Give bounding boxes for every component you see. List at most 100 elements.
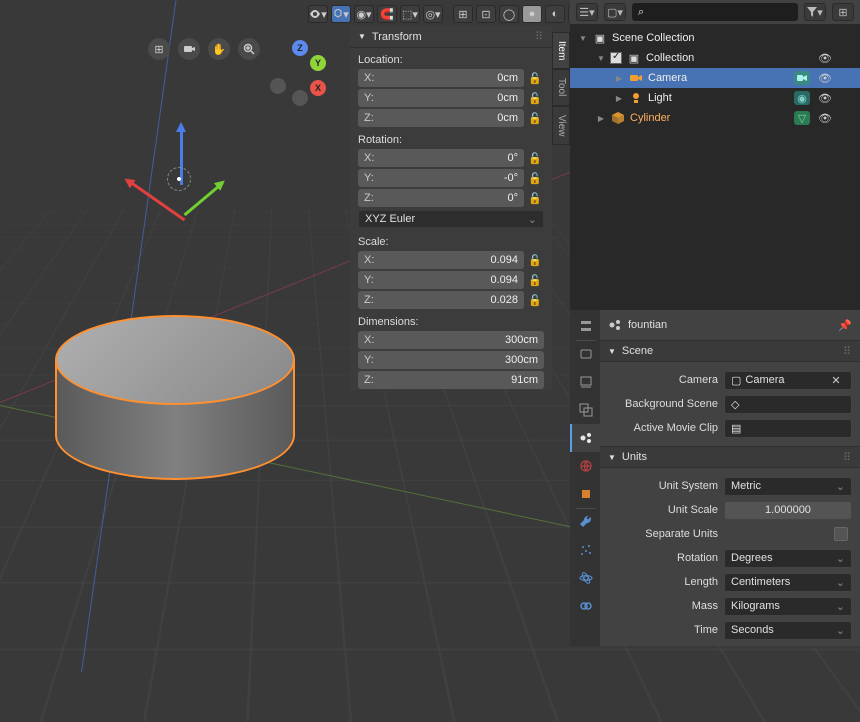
location-y-field[interactable]: Y:0cm [358, 89, 524, 107]
length-unit-dropdown[interactable]: Centimeters⌄ [724, 573, 852, 592]
tree-label[interactable]: Light [648, 92, 672, 104]
rotation-y-field[interactable]: Y:-0° [358, 169, 524, 187]
tab-world[interactable] [570, 452, 600, 480]
disclosure-icon[interactable]: ▶ [596, 114, 606, 123]
tab-constraints[interactable] [570, 592, 600, 620]
dim-y-field[interactable]: Y:300cm [358, 351, 544, 369]
mass-unit-dropdown[interactable]: Kilograms⌄ [724, 597, 852, 616]
dim-z-field[interactable]: Z:91cm [358, 371, 544, 389]
filter-dropdown[interactable]: ▾ [804, 3, 826, 21]
mesh-data-icon[interactable]: ▽ [794, 111, 810, 125]
grid-view-icon[interactable]: ⊞ [148, 38, 170, 60]
tab-tool[interactable]: Tool [552, 69, 570, 105]
collection-enable-checkbox[interactable] [610, 52, 622, 64]
lock-icon[interactable]: 🔓 [526, 109, 544, 127]
lock-icon[interactable]: 🔓 [526, 69, 544, 87]
camera-selector[interactable]: ▢Camera✕ [724, 371, 852, 390]
snap-dropdown[interactable]: ⬚▾ [400, 5, 420, 23]
scene-name[interactable]: fountian [628, 319, 667, 331]
gizmo-origin[interactable] [167, 167, 191, 191]
time-unit-dropdown[interactable]: Seconds⌄ [724, 621, 852, 640]
scale-y-field[interactable]: Y:0.094 [358, 271, 524, 289]
transform-panel-header[interactable]: ▼ Transform ⠿ [350, 26, 552, 48]
tab-object[interactable] [570, 480, 600, 508]
rotation-unit-dropdown[interactable]: Degrees⌄ [724, 549, 852, 568]
camera-data-icon[interactable] [794, 71, 810, 85]
drag-handle-icon[interactable]: ⠿ [843, 345, 852, 358]
orientation-dropdown[interactable]: ▾ [331, 5, 351, 23]
disclosure-icon[interactable]: ▼ [596, 54, 606, 63]
visibility-icon[interactable]: 👁 [818, 52, 832, 65]
clip-selector[interactable]: ▤ [724, 419, 852, 438]
disclosure-icon[interactable]: ▶ [614, 94, 624, 103]
visibility-icon[interactable]: 👁 [818, 72, 832, 85]
tab-viewlayer[interactable] [570, 396, 600, 424]
axis-neg-ball[interactable] [292, 90, 308, 106]
visibility-toggle[interactable]: ▾ [308, 5, 328, 23]
lock-icon[interactable]: 🔓 [526, 89, 544, 107]
outliner-search[interactable]: ⌕ [632, 3, 798, 21]
tree-row-cylinder[interactable]: ▶ Cylinder ▽ 👁 [570, 108, 860, 128]
scene-panel-header[interactable]: ▼ Scene ⠿ [600, 340, 860, 362]
camera-view-icon[interactable] [178, 38, 200, 60]
lock-icon[interactable]: 🔓 [526, 169, 544, 187]
lock-icon[interactable]: 🔓 [526, 189, 544, 207]
tree-row-light[interactable]: ▶ Light ◉ 👁 [570, 88, 860, 108]
axis-z-ball[interactable]: Z [292, 40, 308, 56]
lock-icon[interactable]: 🔓 [526, 271, 544, 289]
visibility-icon[interactable]: 👁 [818, 112, 832, 125]
tree-label[interactable]: Camera [648, 72, 687, 84]
tab-tool-settings[interactable] [570, 312, 600, 340]
rotation-mode-dropdown[interactable]: XYZ Euler⌄ [358, 210, 544, 228]
axis-gizmo[interactable]: Z Y X [270, 40, 330, 100]
pin-icon[interactable]: 📌 [838, 319, 852, 332]
tab-output[interactable] [570, 368, 600, 396]
xray-toggle[interactable]: ⊡ [476, 5, 496, 23]
lock-icon[interactable]: 🔓 [526, 291, 544, 309]
bg-scene-selector[interactable]: ◇ [724, 395, 852, 414]
shading-wire[interactable]: ◯ [499, 5, 519, 23]
axis-neg-ball[interactable] [270, 78, 286, 94]
drag-handle-icon[interactable]: ⠿ [843, 451, 852, 464]
rotation-x-field[interactable]: X:0° [358, 149, 524, 167]
tree-label[interactable]: Collection [646, 52, 694, 64]
tab-physics[interactable] [570, 564, 600, 592]
units-panel-header[interactable]: ▼ Units ⠿ [600, 446, 860, 468]
scale-x-field[interactable]: X:0.094 [358, 251, 524, 269]
tab-render[interactable] [570, 340, 600, 368]
tab-modifiers[interactable] [570, 508, 600, 536]
3d-viewport[interactable]: ▾ ▾ ◉▾ 🧲 ⬚▾ ◎▾ ⊞ ⊡ ◯ ● ◐ ◉ ▾ ⊞ ✋ Z Y X I… [0, 0, 570, 646]
disclosure-icon[interactable]: ▼ [578, 34, 588, 43]
separate-units-checkbox[interactable] [834, 527, 848, 541]
editor-type-dropdown[interactable]: ☰▾ [576, 3, 598, 21]
shading-matprev[interactable]: ◐ [545, 5, 565, 23]
axis-x-ball[interactable]: X [310, 80, 326, 96]
display-mode-dropdown[interactable]: ▢▾ [604, 3, 626, 21]
snap-toggle[interactable]: 🧲 [377, 5, 397, 23]
unit-system-dropdown[interactable]: Metric⌄ [724, 477, 852, 496]
shading-solid[interactable]: ● [522, 5, 542, 23]
tab-view[interactable]: View [552, 106, 570, 146]
new-collection-button[interactable]: ⊞ [832, 3, 854, 21]
rotation-z-field[interactable]: Z:0° [358, 189, 524, 207]
pan-icon[interactable]: ✋ [208, 38, 230, 60]
tree-label[interactable]: Cylinder [630, 112, 670, 124]
drag-handle-icon[interactable]: ⠿ [535, 30, 544, 43]
axis-y-ball[interactable]: Y [310, 55, 326, 71]
pivot-dropdown[interactable]: ◉▾ [354, 5, 374, 23]
zoom-icon[interactable] [238, 38, 260, 60]
scale-z-field[interactable]: Z:0.028 [358, 291, 524, 309]
tab-scene[interactable] [570, 424, 600, 452]
dim-x-field[interactable]: X:300cm [358, 331, 544, 349]
unit-scale-field[interactable]: 1.000000 [724, 501, 852, 520]
tree-row-camera[interactable]: ▶ Camera 👁 [570, 68, 860, 88]
proportional-edit[interactable]: ◎▾ [423, 5, 443, 23]
overlay-toggle[interactable]: ⊞ [453, 5, 473, 23]
clear-icon[interactable]: ✕ [827, 374, 845, 387]
location-x-field[interactable]: X:0cm [358, 69, 524, 87]
lock-icon[interactable]: 🔓 [526, 251, 544, 269]
lock-icon[interactable]: 🔓 [526, 149, 544, 167]
disclosure-icon[interactable]: ▶ [614, 74, 624, 83]
tree-row-collection[interactable]: ▼ ▣ Collection 👁 [570, 48, 860, 68]
tree-label[interactable]: Scene Collection [612, 32, 695, 44]
